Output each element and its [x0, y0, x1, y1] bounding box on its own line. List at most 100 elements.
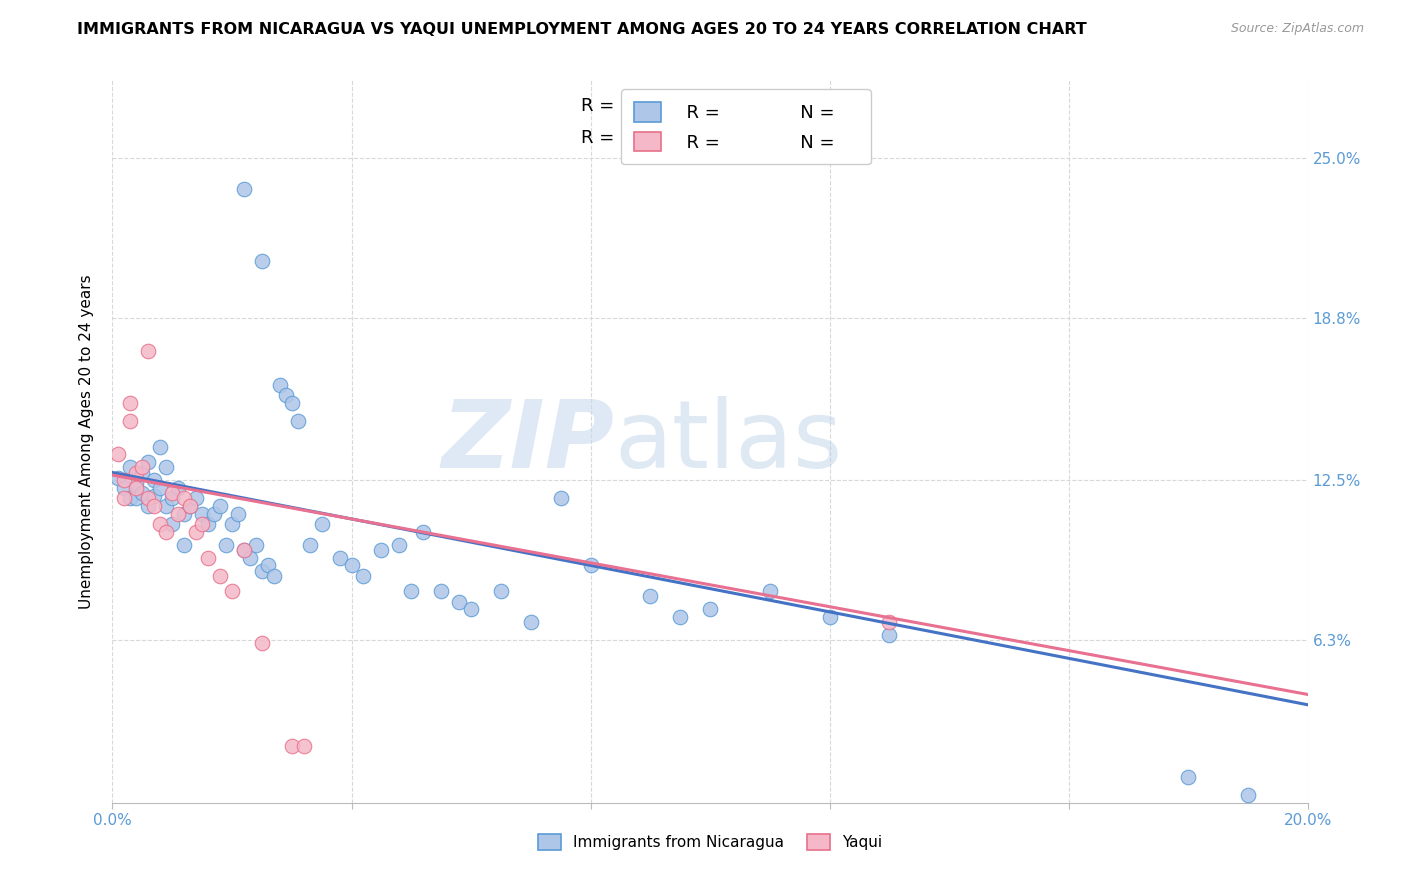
Point	[191, 507, 214, 521]
Point	[143, 499, 166, 513]
Point	[138, 491, 160, 506]
Point	[449, 594, 471, 608]
Point	[125, 481, 148, 495]
Point	[550, 491, 572, 506]
Legend: Immigrants from Nicaragua, Yaqui: Immigrants from Nicaragua, Yaqui	[531, 829, 889, 856]
Point	[245, 538, 267, 552]
Text: 27: 27	[737, 129, 761, 147]
Point	[233, 182, 256, 196]
Point	[143, 473, 166, 487]
Point	[460, 602, 482, 616]
Point	[269, 377, 291, 392]
Point	[226, 507, 249, 521]
Point	[131, 466, 153, 480]
Point	[125, 466, 148, 480]
Point	[430, 584, 453, 599]
Point	[162, 491, 183, 506]
Point	[107, 471, 129, 485]
Point	[149, 517, 172, 532]
Text: ZIP: ZIP	[441, 395, 614, 488]
Text: -0.227: -0.227	[624, 129, 689, 147]
Point	[1177, 770, 1199, 784]
Text: 64: 64	[737, 96, 761, 114]
Point	[114, 491, 135, 506]
Point	[120, 396, 142, 410]
Point	[340, 558, 363, 573]
Point	[221, 584, 243, 599]
Point	[167, 481, 190, 495]
Text: IMMIGRANTS FROM NICARAGUA VS YAQUI UNEMPLOYMENT AMONG AGES 20 TO 24 YEARS CORREL: IMMIGRANTS FROM NICARAGUA VS YAQUI UNEMP…	[77, 22, 1087, 37]
Text: R =: R =	[581, 129, 614, 147]
Point	[120, 491, 142, 506]
Point	[412, 524, 434, 539]
Text: Source: ZipAtlas.com: Source: ZipAtlas.com	[1230, 22, 1364, 36]
Point	[759, 584, 782, 599]
Point	[250, 254, 273, 268]
Point	[131, 486, 153, 500]
Point	[699, 602, 721, 616]
Point	[197, 517, 219, 532]
Point	[155, 460, 177, 475]
Point	[155, 499, 177, 513]
Point	[353, 568, 375, 582]
Point	[250, 564, 273, 578]
Point	[274, 388, 297, 402]
Point	[263, 568, 285, 582]
Point	[233, 542, 256, 557]
Point	[311, 517, 333, 532]
Point	[179, 499, 201, 513]
Point	[215, 538, 238, 552]
Point	[281, 396, 304, 410]
Point	[239, 550, 262, 565]
Point	[879, 615, 901, 630]
Point	[125, 475, 148, 490]
Point	[114, 473, 135, 487]
Point	[370, 542, 392, 557]
Point	[1237, 788, 1260, 802]
Point	[173, 491, 195, 506]
Point	[138, 344, 160, 359]
Point	[131, 460, 153, 475]
Point	[209, 568, 232, 582]
Point	[167, 507, 190, 521]
Point	[162, 517, 183, 532]
Point	[250, 636, 273, 650]
Point	[125, 491, 148, 506]
Point	[489, 584, 512, 599]
Point	[107, 447, 129, 461]
Point	[138, 499, 160, 513]
Point	[579, 558, 602, 573]
Point	[287, 414, 309, 428]
Point	[138, 455, 160, 469]
Point	[173, 507, 195, 521]
Y-axis label: Unemployment Among Ages 20 to 24 years: Unemployment Among Ages 20 to 24 years	[79, 274, 94, 609]
Point	[669, 610, 692, 624]
Point	[143, 489, 166, 503]
Text: atlas: atlas	[614, 395, 842, 488]
Point	[197, 550, 219, 565]
Point	[818, 610, 841, 624]
Point	[120, 414, 142, 428]
Point	[149, 481, 172, 495]
Point	[221, 517, 243, 532]
Point	[114, 481, 135, 495]
Point	[179, 499, 201, 513]
Point	[186, 524, 208, 539]
Point	[155, 524, 177, 539]
Point	[202, 507, 225, 521]
Point	[640, 590, 662, 604]
Text: -0.251: -0.251	[624, 96, 689, 114]
Point	[149, 440, 172, 454]
Point	[191, 517, 214, 532]
Point	[186, 491, 208, 506]
Point	[233, 542, 256, 557]
Point	[162, 486, 183, 500]
Point	[281, 739, 304, 753]
Point	[257, 558, 280, 573]
Point	[298, 538, 321, 552]
Text: R =: R =	[581, 96, 614, 114]
Point	[209, 499, 232, 513]
Point	[292, 739, 315, 753]
Text: N =: N =	[704, 129, 738, 147]
Point	[329, 550, 352, 565]
